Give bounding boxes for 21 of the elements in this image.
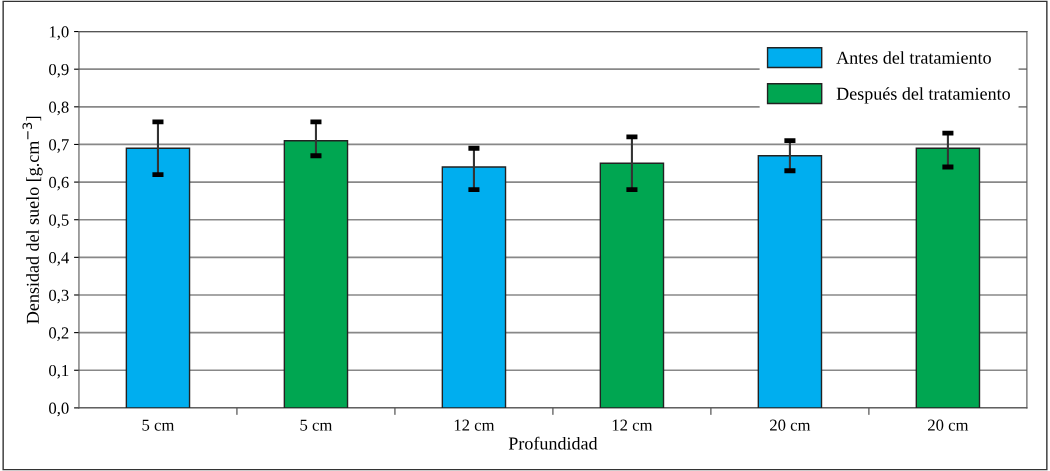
x-tick-label: 20 cm — [928, 419, 969, 431]
y-tick-label: 1,0 — [49, 26, 69, 40]
y-tick-label: 0,2 — [49, 327, 69, 341]
y-tick-label: 0,9 — [49, 63, 69, 78]
legend-label: Antes del tratamiento — [836, 51, 991, 64]
y-tick-label: 0,8 — [49, 101, 69, 116]
y-tick-label: 0,0 — [49, 402, 69, 417]
x-tick-label: 12 cm — [454, 419, 495, 431]
x-tick-label: 5 cm — [142, 419, 175, 431]
y-axis-title: Densidad del suelo [g.cm$^{−3}$] — [22, 116, 43, 324]
y-tick-label: 0,3 — [49, 289, 69, 304]
x-tick-label: 20 cm — [770, 419, 811, 431]
x-tick-label: 12 cm — [612, 419, 653, 431]
y-tick-label: 0,5 — [49, 214, 69, 229]
y-tick-label: 0,7 — [49, 139, 69, 153]
x-tick-label: 5 cm — [300, 419, 333, 431]
y-tick-label: 0,4 — [49, 252, 69, 266]
y-tick-label: 0,6 — [49, 176, 69, 191]
legend-label: Después del tratamiento — [836, 87, 1010, 104]
x-axis-title: Profundidad — [508, 436, 598, 450]
y-tick-label: 0,1 — [49, 364, 69, 379]
